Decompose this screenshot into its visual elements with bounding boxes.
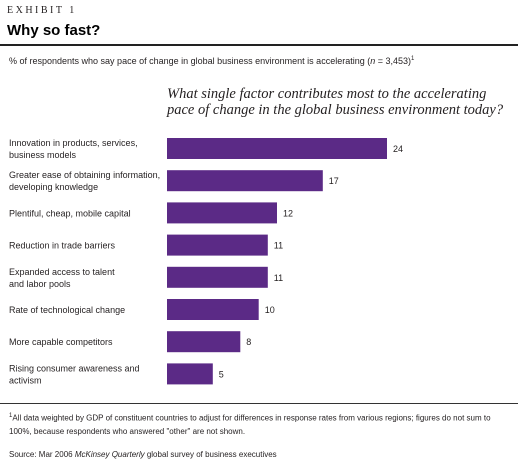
footnote-text: All data weighted by GDP of constituent … [9, 413, 491, 436]
bar-value-label-2: 17 [329, 176, 339, 186]
bar-value-label-1: 24 [393, 144, 403, 154]
category-label-4: Reduction in trade barriers [9, 241, 116, 251]
bar-value-label-5: 11 [274, 273, 283, 283]
bar-2 [167, 170, 323, 192]
bar-value-label-7: 8 [246, 337, 251, 347]
bar-7 [167, 331, 241, 353]
footer-divider [0, 403, 518, 404]
category-label-8: Rising consumer awareness and activism [9, 363, 140, 385]
bar-6 [167, 299, 259, 320]
bar-1 [167, 138, 387, 159]
category-label-6: Rate of technological change [9, 305, 125, 315]
category-label-2: Greater ease of obtaining information, de… [9, 170, 160, 192]
bar-4 [167, 234, 268, 256]
subtitle-prefix: % of respondents who say pace of change … [9, 56, 371, 66]
subtitle-n-label: n [370, 56, 376, 66]
source-prefix: Source: Mar 2006 [9, 450, 75, 459]
page-title: Why so fast? [7, 22, 101, 39]
category-label-3: Plentiful, cheap, mobile capital [9, 208, 131, 218]
chart-question: What single factor contributes most to t… [167, 86, 504, 118]
exhibit-label: EXHIBIT 1 [7, 5, 77, 16]
bar-chart: 24 Innovation in products, services, busin… [9, 138, 403, 385]
footnote-marker: 1 [9, 413, 13, 419]
category-label-5: Expanded access to talent and labor pools [9, 267, 115, 289]
bar-value-label-4: 11 [274, 241, 283, 251]
source-publication: McKinsey Quarterly [74, 450, 145, 459]
bar-3 [167, 202, 277, 224]
bar-5 [167, 266, 268, 288]
subtitle-note-marker: 1 [411, 56, 415, 62]
header-divider [0, 44, 518, 46]
subtitle-n-value: = 3,453) [375, 56, 412, 66]
bar-8 [167, 363, 213, 385]
source-suffix: global survey of business executives [144, 450, 277, 459]
source-note: Source: Mar 2006 McKinsey Quarterly glob… [9, 450, 277, 459]
category-label-7: More capable competitors [9, 337, 113, 347]
category-label-1: Innovation in products, services, busines… [9, 138, 138, 160]
chart-subtitle: % of respondents who say pace of change … [9, 56, 414, 66]
footnote: 1All data weighted by GDP of constituent… [9, 410, 514, 438]
bar-value-label-3: 12 [283, 208, 293, 218]
bar-value-label-6: 10 [265, 305, 275, 315]
bar-value-label-8: 5 [219, 369, 224, 379]
